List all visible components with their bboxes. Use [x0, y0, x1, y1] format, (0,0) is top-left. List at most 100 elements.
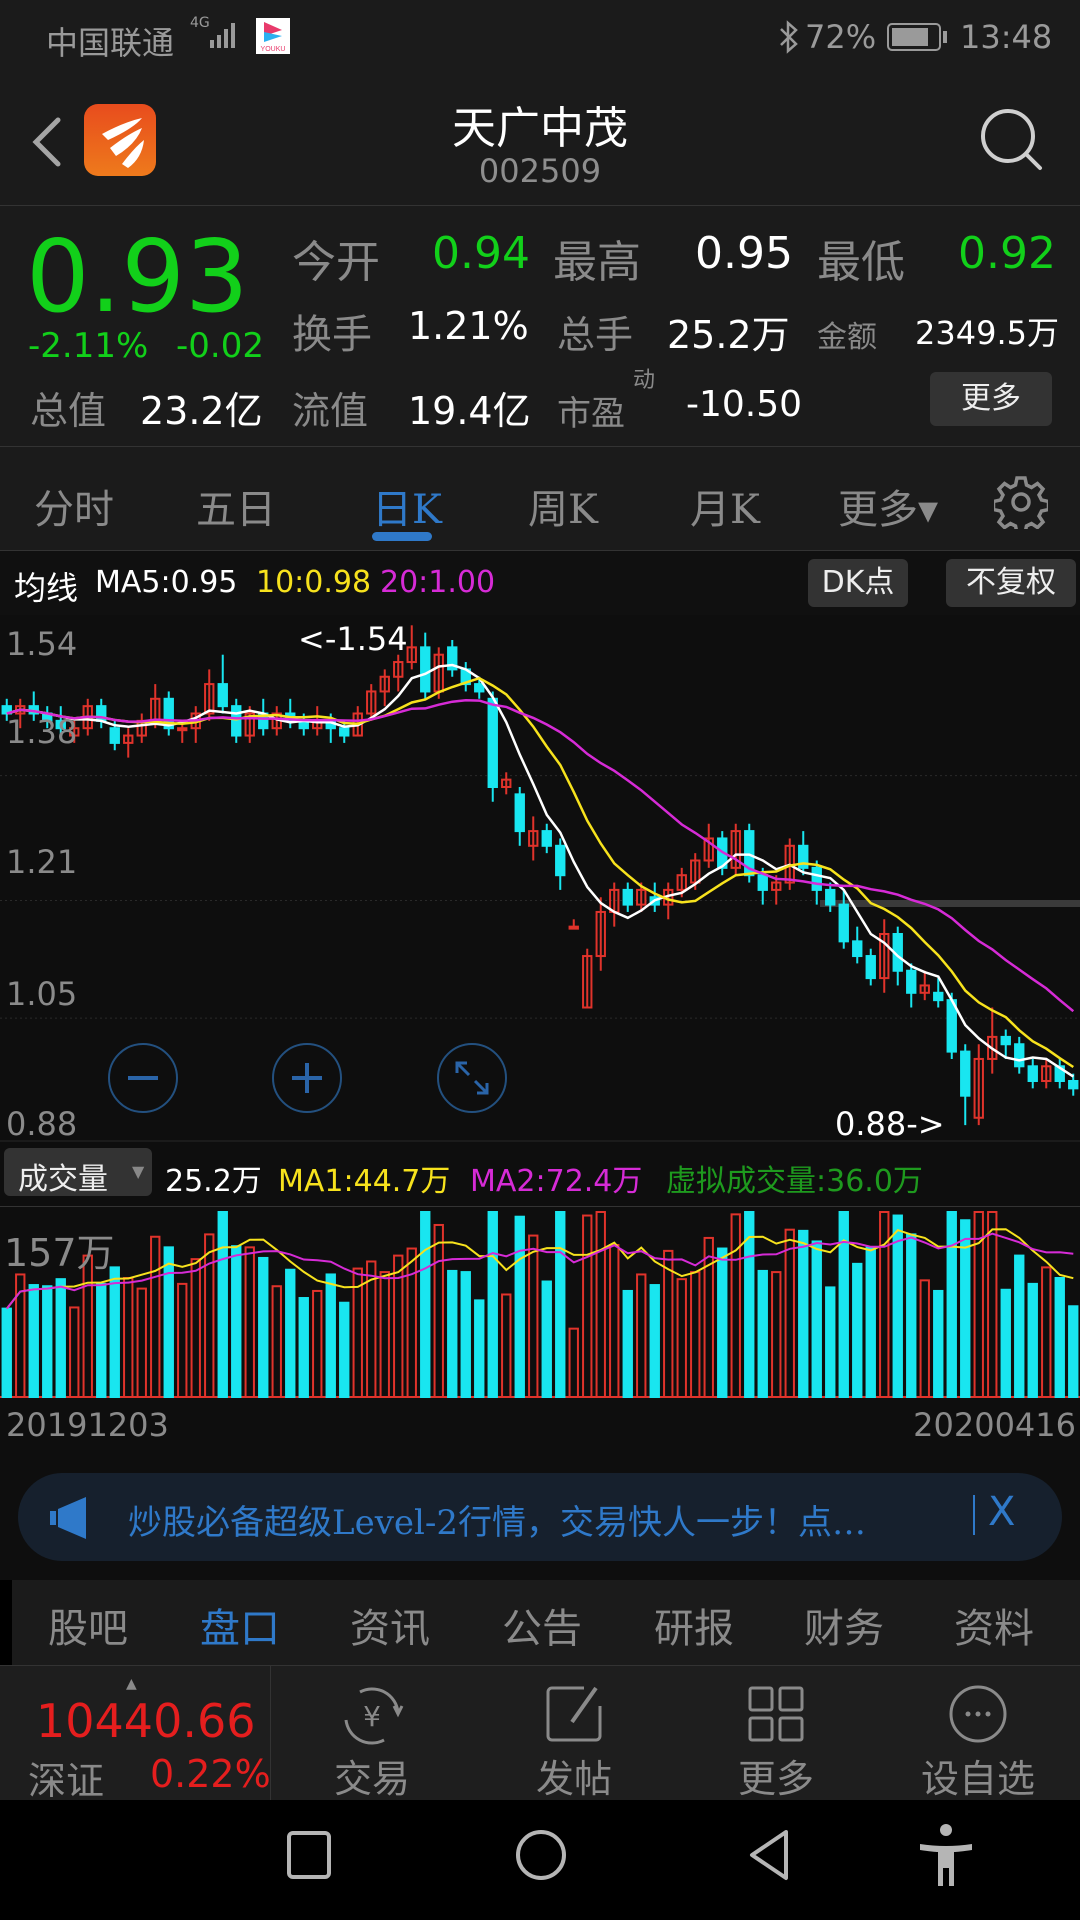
volume-chart-canvas[interactable]: [0, 1207, 1080, 1407]
add-watchlist-label: 设自选: [920, 1757, 1035, 1801]
ma-label: 均线: [14, 569, 79, 607]
tab-intraday[interactable]: 分时: [34, 487, 114, 533]
accessibility-icon: [920, 1824, 972, 1886]
square-icon: [287, 1831, 331, 1879]
current-price: 0.93: [26, 218, 249, 335]
tab-stock-forum[interactable]: 股吧: [48, 1606, 128, 1652]
active-tab-indicator: [372, 532, 432, 541]
pe-value: -10.50: [686, 384, 803, 425]
bluetooth-icon: [778, 20, 800, 54]
network-type: 4G: [190, 15, 210, 31]
tab-profile[interactable]: 资料: [954, 1606, 1034, 1652]
more-quote-button[interactable]: 更多: [930, 372, 1052, 426]
carrier-name: 中国联通: [46, 24, 175, 62]
battery-icon: [887, 22, 949, 52]
start-date: 20191203: [6, 1406, 169, 1444]
tab-financials[interactable]: 财务: [804, 1606, 884, 1652]
back-button[interactable]: [26, 112, 66, 172]
y-tick-1-54: 1.54: [6, 625, 78, 663]
trade-button[interactable]: ¥ 交易: [272, 1666, 472, 1801]
ma10-value: 10:0.98: [256, 565, 372, 600]
index-ticker[interactable]: ▲ 10440.66 深证 0.22%: [0, 1666, 271, 1803]
megaphone-icon: [48, 1495, 96, 1541]
home-button[interactable]: [514, 1828, 568, 1882]
status-bar: 中国联通 4G YOUKU 72% 13:48: [0, 0, 1080, 80]
float-cap-label: 流值: [292, 389, 369, 433]
high-label: 最高: [553, 237, 641, 288]
tab-order-book[interactable]: 盘口: [200, 1606, 280, 1652]
ma-legend: 均线 MA5:0.95 10:0.98 20:1.00 DK点 不复权: [0, 551, 1080, 616]
back-nav-button[interactable]: [746, 1828, 792, 1882]
tab-monthly-k[interactable]: 月K: [690, 487, 760, 533]
volume-ma2: MA2:72.4万: [470, 1164, 643, 1199]
volume-max-label: 157万: [4, 1231, 115, 1275]
price-adjust-button[interactable]: 不复权: [946, 559, 1076, 607]
market-cap-label: 总值: [30, 389, 107, 433]
candlestick-chart[interactable]: 1.54 1.38 1.21 1.05 0.88 <-1.54 0.88->: [0, 615, 1080, 1144]
change-amount: -0.02: [176, 326, 264, 366]
circle-icon: [516, 1830, 566, 1880]
tab-weekly-k[interactable]: 周K: [528, 487, 598, 533]
youku-label: YOUKU: [261, 46, 286, 53]
edit-icon: [546, 1686, 602, 1742]
volume-value: 25.2万: [667, 313, 790, 357]
grid-icon: [748, 1686, 804, 1742]
fullscreen-button[interactable]: [437, 1043, 507, 1113]
stock-name: 天广中茂: [452, 103, 628, 154]
index-change: 0.22%: [150, 1752, 271, 1796]
gear-icon: [991, 476, 1051, 535]
high-marker: <-1.54: [298, 620, 408, 658]
chart-settings-button[interactable]: [991, 475, 1051, 535]
more-label: 更多: [737, 1757, 814, 1801]
clock: 13:48: [960, 18, 1053, 56]
high-value: 0.95: [695, 228, 793, 279]
volume-ma1: MA1:44.7万: [278, 1164, 451, 1199]
index-value: 10440.66: [36, 1694, 256, 1748]
tab-news[interactable]: 资讯: [350, 1606, 430, 1652]
add-watchlist-button[interactable]: 设自选: [878, 1666, 1078, 1801]
tab-research[interactable]: 研报: [654, 1606, 734, 1652]
end-date: 20200416: [913, 1406, 1076, 1444]
trade-label: 交易: [333, 1757, 410, 1801]
chevron-left-icon: [32, 117, 61, 167]
float-cap-value: 19.4亿: [408, 389, 531, 433]
zoom-out-button[interactable]: [108, 1043, 178, 1113]
stock-code: 002509: [478, 152, 602, 190]
battery-percent: 72%: [805, 18, 877, 56]
open-label: 今开: [292, 237, 380, 288]
tab-announcements[interactable]: 公告: [502, 1606, 582, 1652]
search-icon: [981, 109, 1042, 170]
indicator-selector-label: 成交量: [18, 1162, 108, 1197]
dk-point-button[interactable]: DK点: [808, 559, 908, 607]
y-tick-1-05: 1.05: [6, 975, 78, 1013]
tab-daily-k[interactable]: 日K: [372, 487, 442, 533]
youku-app-icon: YOUKU: [256, 18, 290, 54]
ad-close-button[interactable]: X: [988, 1489, 1016, 1535]
post-button[interactable]: 发帖: [474, 1666, 674, 1801]
ad-banner[interactable]: 炒股必备超级Level-2行情，交易快人一步！点… X: [18, 1473, 1062, 1561]
change-percent: -2.11%: [28, 326, 149, 366]
recent-apps-button[interactable]: [286, 1830, 332, 1880]
more-button[interactable]: 更多: [676, 1666, 876, 1801]
expand-icon: [455, 1061, 489, 1095]
system-nav-bar: [0, 1800, 1080, 1920]
more-circle-icon: [949, 1685, 1007, 1743]
low-marker: 0.88->: [835, 1105, 945, 1143]
volume-chart[interactable]: 157万: [0, 1207, 1080, 1407]
ma5-value: MA5:0.95: [95, 565, 238, 600]
y-tick-1-21: 1.21: [6, 843, 78, 881]
search-button[interactable]: [978, 106, 1048, 176]
zoom-in-button[interactable]: [272, 1043, 342, 1113]
tab-more-periods[interactable]: 更多▾: [838, 487, 939, 533]
ad-text[interactable]: 炒股必备超级Level-2行情，交易快人一步！点…: [128, 1503, 867, 1543]
dropdown-arrow-icon: ▼: [132, 1162, 145, 1181]
index-name: 深证: [28, 1759, 105, 1803]
indicator-selector[interactable]: 成交量 ▼: [4, 1148, 152, 1197]
volume-legend: 成交量 ▼ 25.2万 MA1:44.7万 MA2:72.4万 虚拟成交量:36…: [0, 1142, 1080, 1207]
tab-five-day[interactable]: 五日: [196, 487, 276, 533]
info-tabs: 股吧 盘口 资讯 公告 研报 财务 资料: [0, 1580, 1080, 1666]
app-logo-icon: [102, 118, 144, 168]
app-logo[interactable]: [84, 104, 156, 176]
accessibility-button[interactable]: [916, 1822, 976, 1888]
quote-panel: 0.93 -2.11% -0.02 今开 0.94 最高 0.95 最低 0.9…: [0, 206, 1080, 447]
